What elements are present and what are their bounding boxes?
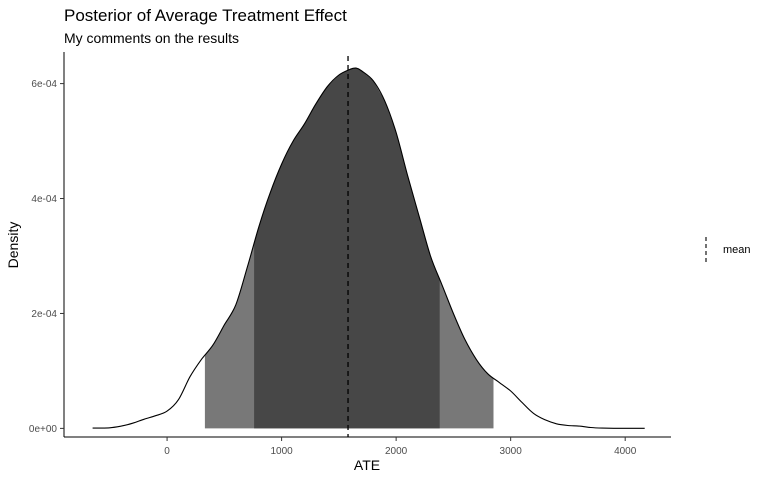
y-tick-label: 4e-04	[31, 194, 57, 205]
x-tick-label: 4000	[614, 446, 637, 457]
x-tick-label: 2000	[385, 446, 408, 457]
y-axis-ticks: 0e+00 2e-04 4e-04 6e-04	[29, 79, 64, 435]
x-axis-ticks: 0 1000 2000 3000 4000	[164, 437, 637, 457]
chart-subtitle: My comments on the results	[64, 30, 239, 46]
y-axis-title: Density	[5, 222, 21, 269]
x-axis-title: ATE	[354, 457, 380, 473]
credible-interval-bands	[204, 68, 494, 429]
y-tick-label: 0e+00	[29, 424, 58, 435]
x-tick-label: 1000	[270, 446, 293, 457]
interval-band-2	[254, 68, 440, 429]
y-tick-label: 2e-04	[31, 309, 57, 320]
x-tick-label: 0	[164, 446, 170, 457]
x-tick-label: 3000	[500, 446, 523, 457]
density-curve	[92, 67, 645, 429]
legend-label-mean: mean	[723, 244, 751, 256]
y-tick-label: 6e-04	[31, 79, 57, 90]
chart-title: Posterior of Average Treatment Effect	[64, 6, 347, 25]
legend: mean	[705, 237, 751, 262]
